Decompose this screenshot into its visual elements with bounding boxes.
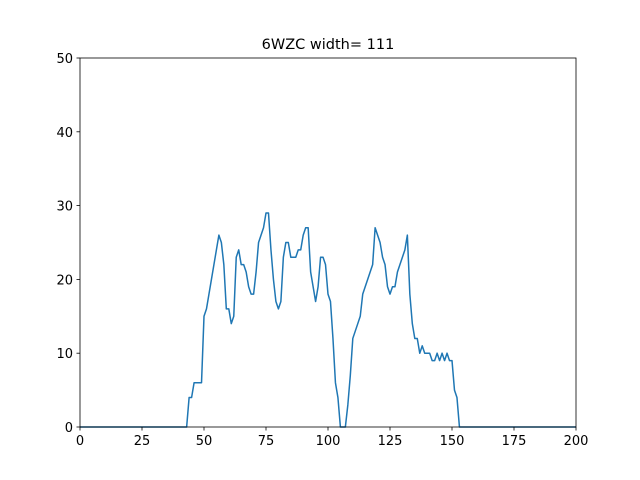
x-tick-label: 100 [316,434,341,449]
x-tick-label: 200 [564,434,589,449]
x-tick-label: 50 [196,434,213,449]
x-tick-label: 0 [76,434,84,449]
y-tick-label: 50 [56,52,73,67]
y-tick-label: 10 [56,347,73,362]
x-tick-label: 150 [440,434,465,449]
y-tick-label: 0 [65,421,73,436]
x-tick-label: 75 [258,434,275,449]
chart-title: 6WZC width= 111 [262,37,395,53]
x-tick-label: 125 [378,434,403,449]
y-tick-label: 20 [56,273,73,288]
x-tick-label: 25 [134,434,151,449]
x-tick-label: 175 [502,434,527,449]
y-tick-label: 30 [56,200,73,215]
y-tick-label: 40 [56,126,73,141]
